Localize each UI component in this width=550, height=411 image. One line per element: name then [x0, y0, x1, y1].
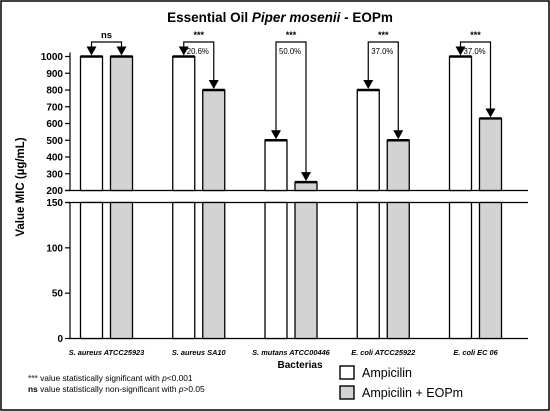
y-tick-label: 150: [46, 198, 63, 209]
chart-title: Essential Oil Piper mosenii - EOPm: [167, 10, 393, 25]
y-axis-label: Value MIC (µg/mL): [15, 137, 27, 236]
footnote-mark: ***: [28, 373, 39, 383]
footnote-italic: p: [161, 373, 167, 383]
y-tick-label: 0: [57, 334, 63, 345]
reduction-label: 37.0%: [371, 47, 393, 56]
legend-label: Ampicilin + EOPm: [362, 386, 463, 400]
bar-ampicilin-eopm-4: [478, 117, 503, 340]
y-tick-label: 100: [46, 243, 63, 254]
legend-item-0: Ampicilin: [339, 365, 412, 380]
significance-bracket-3: *** 37.0%: [363, 30, 404, 140]
y-tick-label: 50: [52, 289, 64, 300]
y-tick-label: 1000: [41, 52, 64, 63]
bar-ampicilin-0: [79, 55, 104, 340]
y-tick-label: 200: [46, 186, 63, 197]
bar-ampicilin-3: [356, 88, 380, 340]
footnote-text: value statistically non-significant with: [38, 384, 179, 394]
footnote-rest: <0.001: [167, 373, 193, 383]
x-axis-label: Bacterias: [277, 360, 322, 371]
footnote-text: value statistically significant with: [38, 373, 162, 383]
legend-swatch: [339, 385, 355, 400]
significance-label: ***: [286, 30, 297, 40]
y-tick-label: 900: [46, 69, 63, 80]
significance-label: ***: [193, 30, 204, 40]
reduction-label: 50.0%: [279, 47, 301, 56]
bar-ampicilin-eopm-0: [109, 55, 134, 340]
significance-bracket-2: *** 50.0%: [271, 30, 311, 182]
significance-label: ***: [378, 30, 389, 40]
significance-bracket-1: *** 20.6%: [178, 30, 219, 89]
title-italic: Piper mosenii: [252, 10, 341, 25]
bar-ampicilin-2: [264, 139, 288, 340]
footnote-italic: p: [178, 384, 184, 394]
footnote-mark: ns: [28, 384, 38, 394]
y-tick-label: 600: [46, 119, 63, 130]
significance-bracket-0: ns: [86, 30, 127, 56]
footnotes: *** value statistically significant with…: [28, 373, 205, 394]
bar-ampicilin-eopm-1: [202, 88, 226, 340]
legend-swatch: [339, 365, 355, 380]
footnote-0: *** value statistically significant with…: [28, 373, 193, 383]
footnote-1: ns value statistically non-significant w…: [28, 384, 205, 394]
x-tick-label: S. mutans ATCC00446: [252, 348, 331, 357]
significance-bracket-4: *** 37.0%: [455, 30, 496, 118]
bar-ampicilin-1: [172, 55, 196, 340]
x-tick-label: E. coli EC 06: [453, 348, 498, 357]
y-tick-label: 300: [46, 169, 63, 180]
bar-ampicilin-4: [448, 55, 473, 340]
bars: S. aureus ATCC25923 S. aureus SA10 S. muta…: [69, 55, 503, 357]
x-tick-label: E. coli ATCC25922: [351, 348, 416, 357]
footnote-rest: >0.05: [184, 384, 206, 394]
significance-annotations: ns *** 20.6% *** 50.0% *** 37.0% *** 37.0%: [86, 30, 496, 182]
reduction-label: 37.0%: [464, 47, 486, 56]
legend-item-1: Ampicilin + EOPm: [339, 385, 463, 400]
significance-label: ***: [470, 30, 481, 40]
x-tick-label: S. aureus ATCC25923: [69, 348, 145, 357]
title-part-2: - EOPm: [340, 10, 393, 25]
y-tick-label: 500: [46, 136, 63, 147]
significance-label: ns: [101, 30, 112, 41]
title-part-1: Essential Oil: [167, 10, 252, 25]
legend-label: Ampicilin: [362, 366, 412, 380]
y-tick-label: 400: [46, 153, 63, 164]
x-tick-label: S. aureus SA10: [172, 348, 227, 357]
y-tick-label: 800: [46, 86, 63, 97]
bar-ampicilin-eopm-3: [386, 139, 410, 340]
y-tick-label: 700: [46, 102, 63, 113]
legend: Ampicilin Ampicilin + EOPm: [339, 365, 463, 400]
bar-ampicilin-eopm-2: [294, 180, 318, 340]
reduction-label: 20.6%: [187, 47, 209, 56]
